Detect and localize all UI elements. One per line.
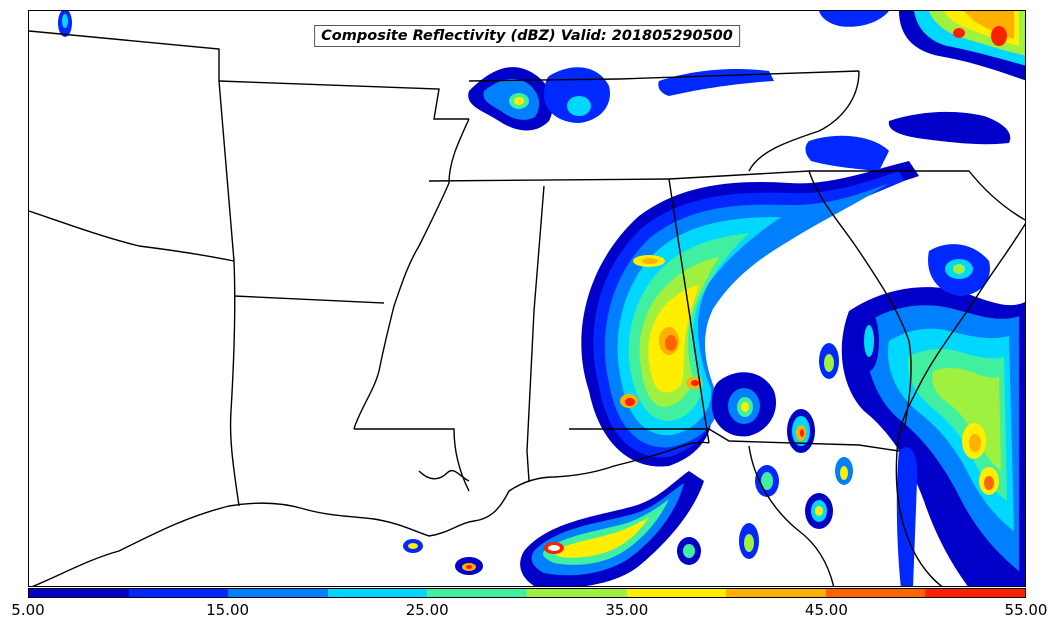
colorbar-segment (427, 589, 527, 597)
colorbar-segment (825, 589, 926, 597)
colorbar-ticks: 5.00 15.00 25.00 35.00 45.00 55.00 (0, 601, 1060, 623)
reflectivity-layer (58, 11, 1025, 586)
state-borders (29, 30, 1025, 586)
colorbar-tick-label: 15.00 (206, 601, 250, 619)
colorbar-segment (626, 589, 727, 597)
colorbar-tick-label: 5.00 (11, 601, 45, 619)
colorbar-tick-label: 55.00 (1004, 601, 1048, 619)
colorbar-segment (29, 589, 129, 597)
colorbar (28, 588, 1026, 598)
radar-map-canvas (29, 11, 1025, 586)
radar-map[interactable]: Composite Reflectivity (dBZ) Valid: 2018… (28, 10, 1026, 587)
colorbar-segment (228, 589, 328, 597)
colorbar-tick-label: 35.00 (605, 601, 649, 619)
colorbar-tick-label: 45.00 (804, 601, 848, 619)
map-title: Composite Reflectivity (dBZ) Valid: 2018… (314, 25, 740, 47)
colorbar-segment (925, 589, 1025, 597)
colorbar-segment (526, 589, 627, 597)
colorbar-tick-label: 25.00 (405, 601, 449, 619)
colorbar-segment (327, 589, 428, 597)
colorbar-segment (128, 589, 229, 597)
colorbar-segment (726, 589, 826, 597)
